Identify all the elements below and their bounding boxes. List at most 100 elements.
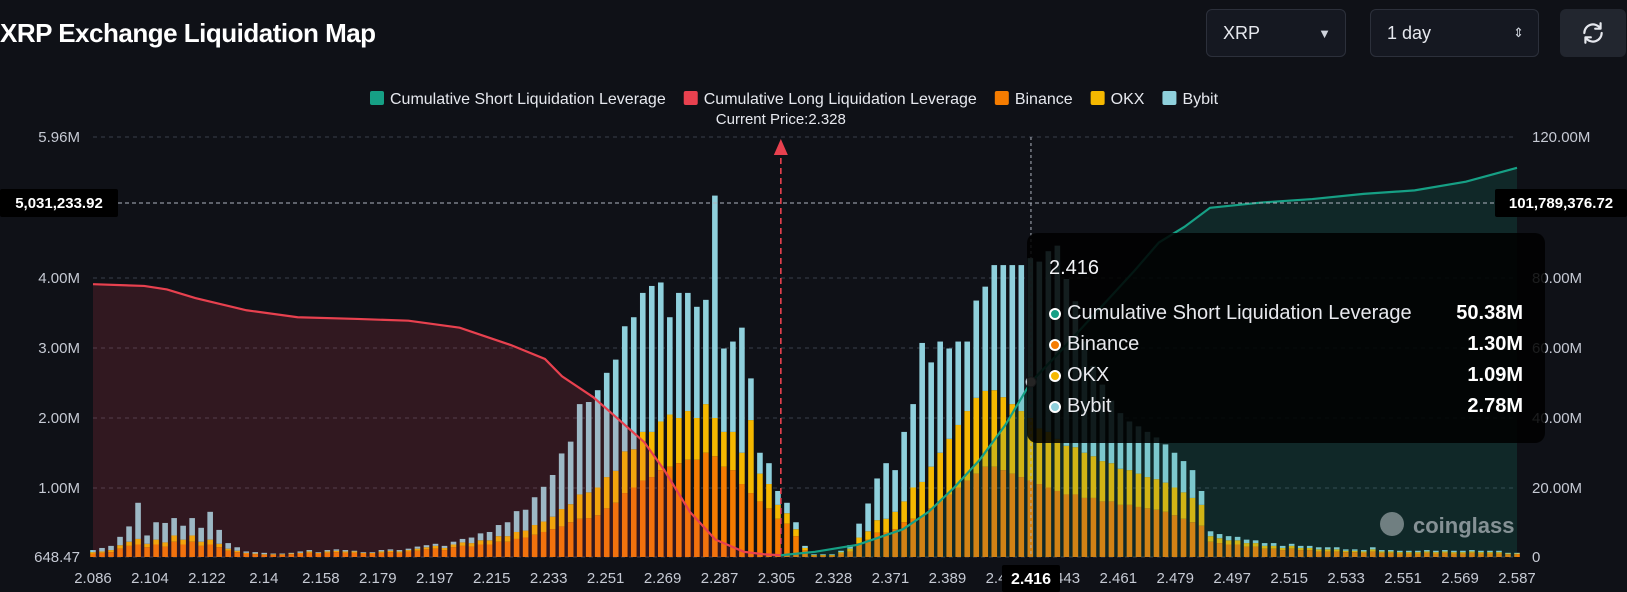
refresh-button[interactable] bbox=[1560, 9, 1626, 57]
bar-bybit bbox=[621, 326, 628, 452]
y-axis-tick-label: 5.96M bbox=[38, 129, 80, 146]
bar-binance bbox=[351, 552, 358, 557]
bar-bybit bbox=[1225, 536, 1232, 541]
bar-binance bbox=[667, 466, 673, 557]
bar-okx bbox=[504, 536, 511, 542]
bar-okx bbox=[396, 551, 403, 553]
cumulative-long-area bbox=[93, 284, 781, 557]
bar-bybit bbox=[766, 463, 772, 485]
bar-okx bbox=[1279, 547, 1286, 551]
x-axis-tick-label: 2.479 bbox=[1156, 570, 1194, 587]
bar-okx bbox=[775, 504, 781, 519]
bar-bybit bbox=[306, 550, 313, 552]
bar-bybit bbox=[1153, 437, 1160, 480]
bar-okx bbox=[135, 538, 141, 545]
bar-bybit bbox=[1324, 547, 1331, 550]
bar-okx bbox=[189, 535, 195, 542]
bar-okx bbox=[342, 551, 349, 553]
bar-okx bbox=[811, 554, 817, 556]
bar-okx bbox=[468, 543, 475, 547]
bar-binance bbox=[1189, 522, 1196, 557]
bar-binance bbox=[1306, 550, 1313, 557]
bar-bybit bbox=[1144, 431, 1151, 478]
bar-binance bbox=[1451, 553, 1457, 557]
bar-binance bbox=[721, 466, 727, 557]
cumulative-long-line bbox=[92, 283, 781, 557]
bar-bybit bbox=[144, 535, 150, 544]
tooltip-row-name: Cumulative Short Liquidation Leverage bbox=[1067, 302, 1412, 324]
bar-binance bbox=[225, 550, 231, 557]
bar-bybit bbox=[603, 372, 610, 478]
symbol-select[interactable]: XRP ▼ bbox=[1206, 9, 1346, 57]
bar-okx bbox=[567, 504, 574, 523]
bar-bybit bbox=[694, 306, 700, 418]
bar-binance bbox=[1090, 497, 1097, 557]
bar-bybit bbox=[630, 317, 637, 450]
bar-binance bbox=[1424, 552, 1430, 557]
x-axis-tick-label: 2.533 bbox=[1327, 570, 1365, 587]
tooltip-row: Binance 1.30M bbox=[1049, 329, 1523, 360]
tooltip-row: Bybit 2.78M bbox=[1049, 391, 1523, 422]
bar-okx bbox=[162, 542, 168, 547]
bar-bybit bbox=[1415, 550, 1421, 553]
bar-binance bbox=[1496, 553, 1502, 557]
bar-okx bbox=[1144, 477, 1151, 509]
bar-okx bbox=[126, 541, 132, 546]
bar-binance bbox=[1514, 554, 1520, 557]
bar-okx bbox=[180, 539, 186, 545]
bar-okx bbox=[252, 553, 259, 555]
bar-okx bbox=[1117, 468, 1124, 505]
bar-bybit bbox=[685, 292, 691, 412]
bar-okx bbox=[1270, 545, 1277, 549]
bar-okx bbox=[1207, 536, 1214, 542]
bar-binance bbox=[784, 523, 790, 557]
bar-okx bbox=[802, 547, 808, 551]
caret-down-icon: ▼ bbox=[1318, 25, 1331, 41]
bar-bybit bbox=[1388, 550, 1394, 552]
bar-okx bbox=[1505, 553, 1511, 555]
bar-binance bbox=[1252, 546, 1259, 557]
bar-bybit bbox=[1442, 550, 1448, 552]
bar-binance bbox=[279, 554, 286, 557]
bar-bybit bbox=[450, 541, 457, 545]
bar-bybit bbox=[910, 404, 916, 488]
bar-bybit bbox=[676, 292, 682, 418]
bar-binance bbox=[1415, 553, 1421, 557]
x-axis-tick-label: 2.515 bbox=[1270, 570, 1308, 587]
bar-okx bbox=[955, 424, 962, 488]
x-axis-tick-label: 2.389 bbox=[929, 570, 967, 587]
bar-okx bbox=[1460, 552, 1466, 554]
bar-okx bbox=[1162, 482, 1169, 512]
bar-binance bbox=[775, 518, 781, 557]
bar-bybit bbox=[865, 503, 871, 532]
bar-binance bbox=[1315, 551, 1322, 557]
range-select[interactable]: 1 day ⇕ bbox=[1370, 9, 1539, 57]
bar-okx bbox=[630, 449, 637, 488]
bar-okx bbox=[1415, 552, 1421, 554]
bar-binance bbox=[495, 541, 502, 557]
bar-okx bbox=[315, 552, 322, 554]
bar-binance bbox=[793, 536, 799, 557]
bar-okx bbox=[1261, 545, 1268, 549]
bar-bybit bbox=[1397, 550, 1403, 553]
bar-bybit bbox=[522, 509, 529, 531]
bar-bybit bbox=[1315, 547, 1322, 550]
bar-okx bbox=[1090, 456, 1097, 498]
bar-bybit bbox=[279, 553, 286, 555]
bar-bybit bbox=[342, 550, 349, 552]
bar-binance bbox=[549, 529, 556, 557]
bar-bybit bbox=[793, 522, 799, 530]
bar-binance bbox=[928, 508, 934, 557]
x-axis-tick-label: 2.179 bbox=[359, 570, 397, 587]
bar-binance bbox=[567, 522, 574, 557]
bar-okx bbox=[973, 397, 980, 474]
bar-bybit bbox=[1379, 550, 1385, 552]
bar-okx bbox=[748, 420, 754, 494]
bar-bybit bbox=[1243, 539, 1250, 544]
bar-okx bbox=[901, 501, 907, 523]
bar-okx bbox=[1171, 487, 1178, 516]
y-axis-tick-label: 20.00M bbox=[1532, 480, 1582, 497]
bar-binance bbox=[901, 522, 907, 557]
bar-binance bbox=[306, 552, 313, 557]
bar-okx bbox=[1360, 551, 1367, 553]
